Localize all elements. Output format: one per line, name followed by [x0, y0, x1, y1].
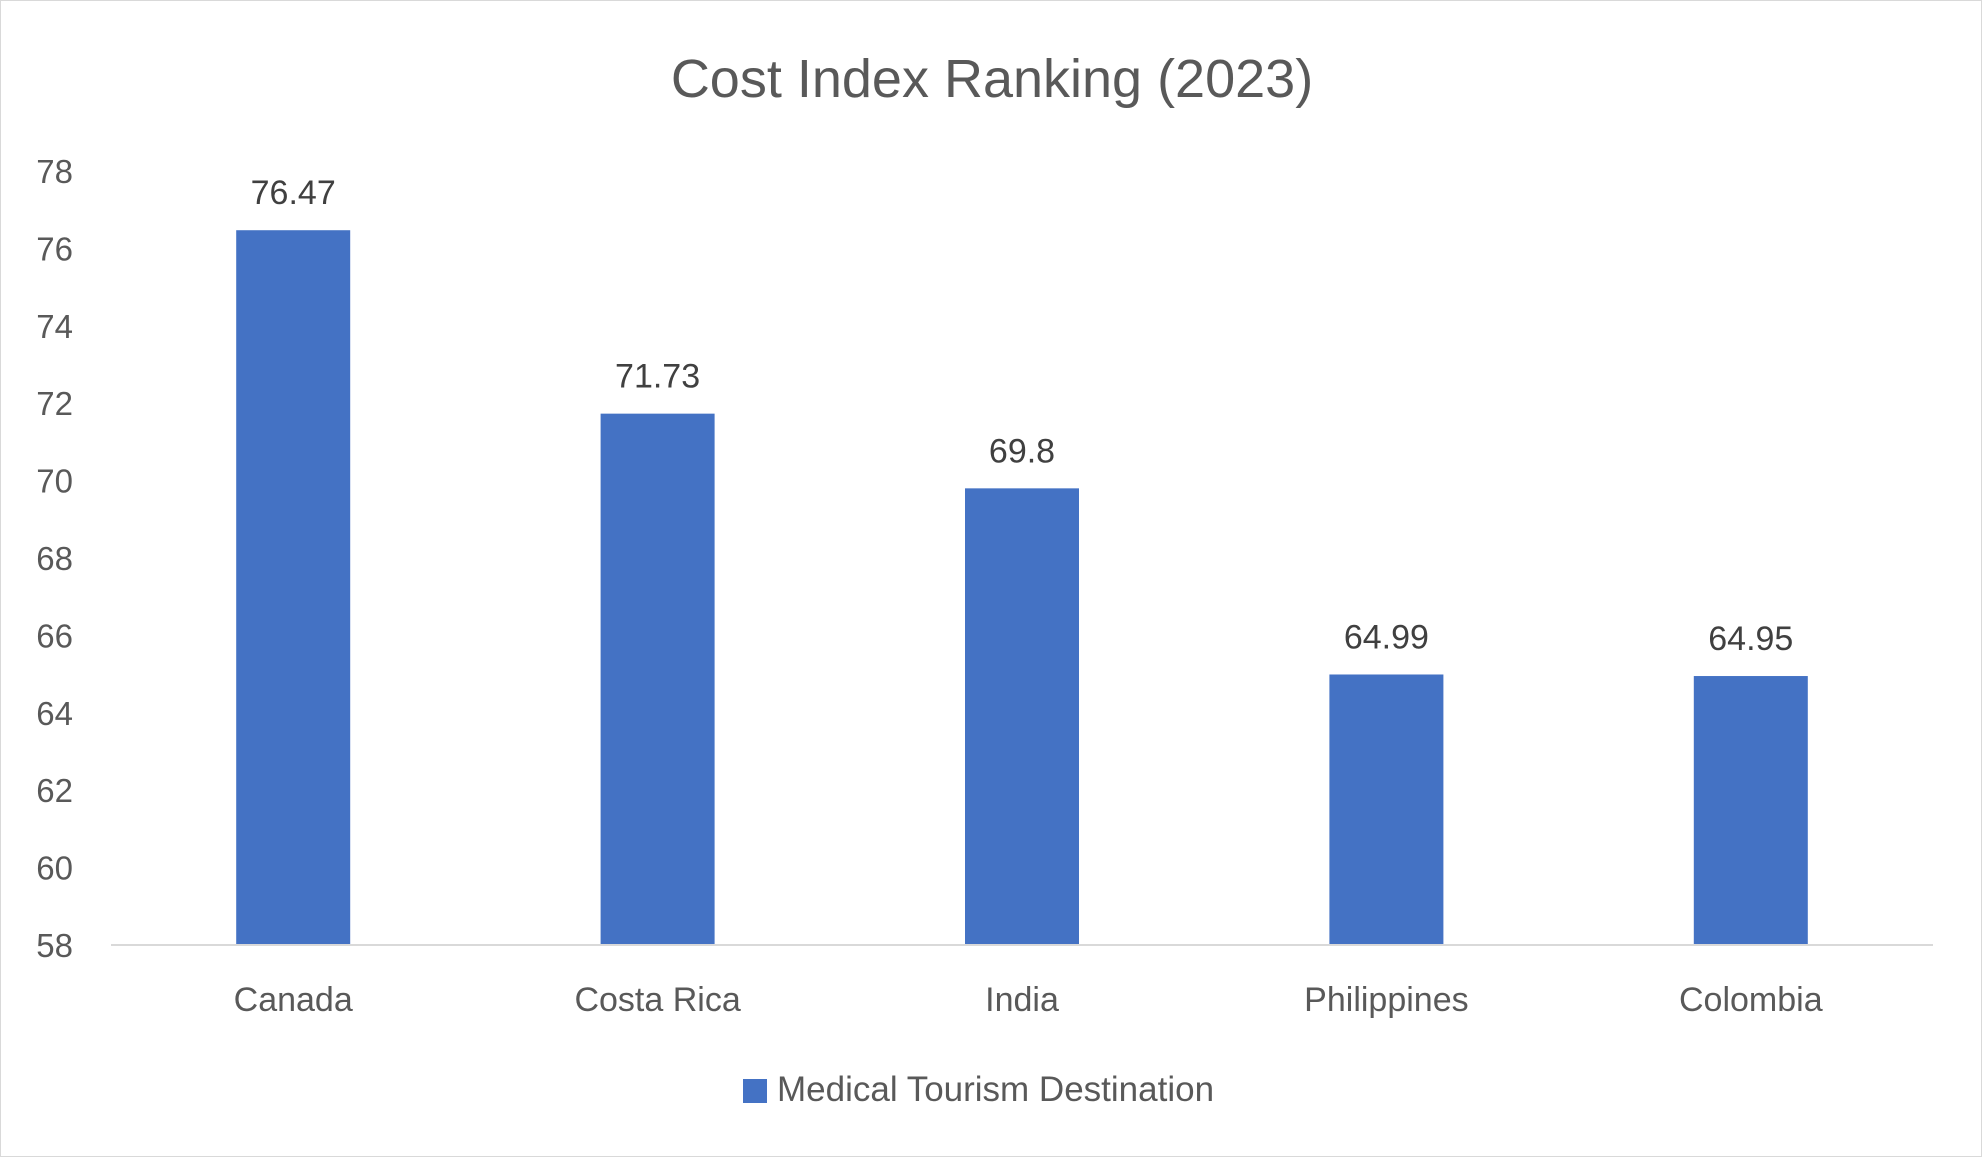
legend-label: Medical Tourism Destination: [777, 1070, 1214, 1109]
data-label: 76.47: [251, 174, 336, 212]
data-label: 64.95: [1708, 620, 1793, 658]
data-label: 64.99: [1344, 618, 1429, 656]
x-tick-label: Costa Rica: [574, 981, 740, 1019]
y-axis-ticks: 58 60 62 64 66 68 70 72 74 76 78: [36, 153, 73, 964]
y-tick-label: 62: [36, 772, 73, 809]
y-tick-label: 58: [36, 927, 73, 964]
bar-colombia: [1693, 676, 1808, 945]
x-tick-label: Philippines: [1304, 981, 1468, 1019]
y-tick-label: 60: [36, 850, 73, 887]
legend: Medical Tourism Destination: [743, 1070, 1214, 1109]
y-tick-label: 66: [36, 617, 73, 654]
bar-india: [965, 488, 1079, 945]
data-label: 71.73: [615, 358, 700, 396]
y-tick-label: 72: [36, 385, 73, 422]
x-axis-categories: Canada Costa Rica India Philippines Colombia: [234, 981, 1823, 1019]
chart-title: Cost Index Ranking (2023): [671, 49, 1313, 109]
bar-canada: [236, 230, 351, 945]
y-tick-label: 74: [36, 308, 73, 345]
x-tick-label: Canada: [234, 981, 353, 1019]
bar-series: [236, 230, 1808, 945]
y-tick-label: 64: [36, 695, 73, 732]
legend-swatch: [743, 1079, 767, 1103]
data-label: 69.8: [989, 432, 1055, 470]
data-labels: 76.47 71.73 69.8 64.99 64.95: [251, 174, 1794, 658]
y-tick-label: 78: [36, 153, 73, 190]
x-tick-label: India: [985, 981, 1059, 1019]
bar-philippines: [1329, 674, 1444, 945]
x-tick-label: Colombia: [1679, 981, 1823, 1019]
bar-costa-rica: [600, 413, 715, 945]
y-tick-label: 68: [36, 540, 73, 577]
y-tick-label: 76: [36, 230, 73, 267]
y-tick-label: 70: [36, 463, 73, 500]
